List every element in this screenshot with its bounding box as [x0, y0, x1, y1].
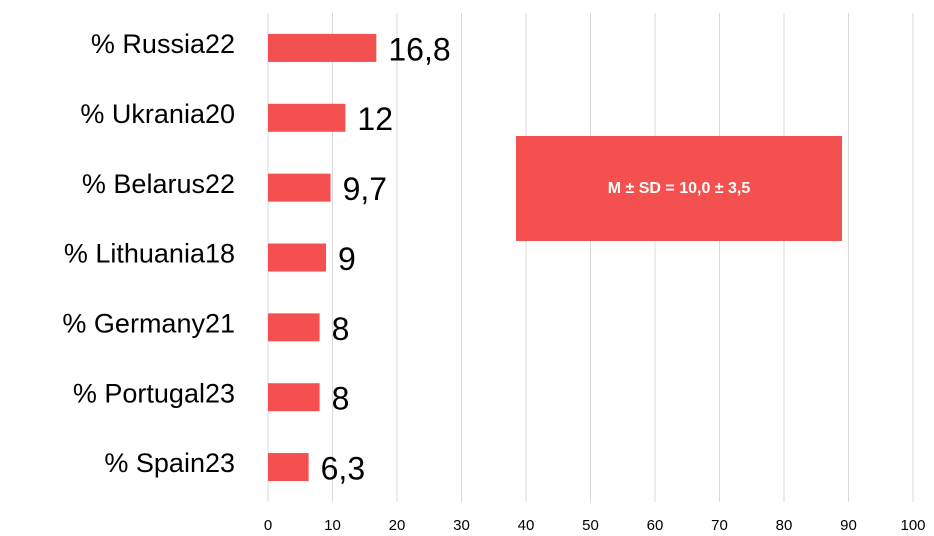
x-tick-label: 80	[776, 517, 793, 534]
value-label: 8	[332, 381, 350, 417]
value-label: 9	[338, 241, 356, 277]
value-label: 9,7	[343, 171, 387, 207]
category-label: % Germany21	[62, 308, 235, 338]
bar	[268, 103, 346, 132]
category-label: % Belarus22	[82, 169, 235, 199]
category-label: % Lithuania18	[64, 239, 235, 269]
category-label: % Russia22	[91, 29, 235, 59]
category-label: % Spain23	[104, 448, 235, 478]
category-label: % Ukrania20	[80, 99, 235, 129]
value-label: 16,8	[388, 31, 450, 67]
annotation: M ± SD = 10,0 ± 3,5	[608, 180, 751, 197]
x-tick-label: 0	[264, 517, 272, 534]
x-tick-label: 100	[900, 517, 925, 534]
bar	[268, 243, 327, 272]
bar	[268, 33, 377, 62]
bar	[268, 383, 320, 412]
x-tick-label: 10	[324, 517, 341, 534]
category-label: % Portugal23	[73, 378, 235, 408]
bar	[268, 173, 331, 202]
annotation-box	[516, 136, 842, 241]
x-tick-label: 30	[453, 517, 470, 534]
value-label: 8	[332, 311, 350, 347]
value-label: 6,3	[321, 451, 365, 487]
x-tick-label: 40	[518, 517, 535, 534]
x-tick-label: 20	[389, 517, 406, 534]
x-tick-label: 50	[582, 517, 599, 534]
x-tick-label: 70	[711, 517, 728, 534]
x-tick-label: 90	[840, 517, 857, 534]
bar	[268, 313, 320, 342]
x-tick-label: 60	[647, 517, 664, 534]
bar	[268, 453, 309, 482]
value-label: 12	[357, 101, 393, 137]
